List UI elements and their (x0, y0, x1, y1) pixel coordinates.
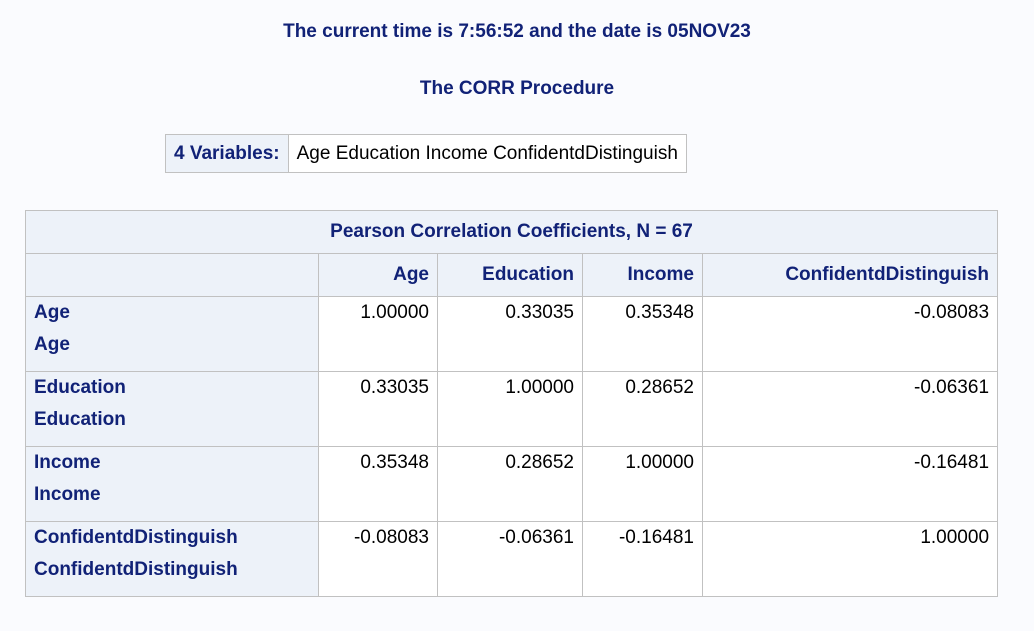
column-header-row: Age Education Income ConfidentdDistingui… (25, 253, 999, 297)
table-cell: 0.28652 (582, 371, 703, 447)
table-row: Age Age 1.00000 0.33035 0.35348 -0.08083 (25, 296, 999, 372)
row-label: ConfidentdDistinguish (34, 559, 238, 580)
column-header-education: Education (437, 253, 583, 297)
column-header-confidentddistinguish: ConfidentdDistinguish (701, 253, 999, 297)
table-cell: -0.08083 (701, 296, 999, 372)
table-cell: -0.16481 (701, 446, 999, 522)
procedure-title: The CORR Procedure (419, 78, 615, 99)
table-caption: Pearson Correlation Coefficients, N = 67 (24, 210, 999, 254)
row-name: Age (34, 302, 70, 323)
row-name: Income (34, 452, 101, 473)
table-cell: 0.33035 (437, 296, 583, 372)
table-cell: 1.00000 (701, 521, 999, 597)
row-name: ConfidentdDistinguish (34, 527, 238, 548)
table-cell: -0.08083 (318, 521, 438, 597)
corner-cell (25, 253, 319, 297)
variables-row: 4 Variables: Age Education Income Confid… (165, 134, 687, 173)
row-header-income: Income Income (25, 446, 319, 522)
caption-row: Pearson Correlation Coefficients, N = 67 (24, 210, 999, 254)
row-label: Age (34, 334, 70, 355)
table-row: Education Education 0.33035 1.00000 0.28… (25, 371, 999, 447)
variables-label: 4 Variables: (165, 134, 289, 173)
row-header-age: Age Age (25, 296, 319, 372)
column-header-age: Age (318, 253, 438, 297)
row-header-confidentddistinguish: ConfidentdDistinguish ConfidentdDistingu… (25, 521, 319, 597)
variables-table: 4 Variables: Age Education Income Confid… (165, 134, 687, 173)
row-header-education: Education Education (25, 371, 319, 447)
table-row: Income Income 0.35348 0.28652 1.00000 -0… (25, 446, 999, 522)
table-cell: -0.06361 (437, 521, 583, 597)
table-cell: 0.35348 (582, 296, 703, 372)
column-header-income: Income (582, 253, 703, 297)
table-cell: 1.00000 (582, 446, 703, 522)
table-cell: 0.33035 (318, 371, 438, 447)
table-cell: 0.35348 (318, 446, 438, 522)
table-cell: -0.16481 (582, 521, 703, 597)
table-cell: -0.06361 (701, 371, 999, 447)
correlation-table: Pearson Correlation Coefficients, N = 67… (24, 210, 999, 597)
row-name: Education (34, 377, 126, 398)
row-label: Education (34, 409, 126, 430)
variables-list: Age Education Income ConfidentdDistingui… (287, 134, 687, 173)
table-cell: 1.00000 (437, 371, 583, 447)
row-label: Income (34, 484, 101, 505)
time-date-title: The current time is 7:56:52 and the date… (283, 21, 751, 42)
table-cell: 1.00000 (318, 296, 438, 372)
table-cell: 0.28652 (437, 446, 583, 522)
table-row: ConfidentdDistinguish ConfidentdDistingu… (25, 521, 999, 597)
